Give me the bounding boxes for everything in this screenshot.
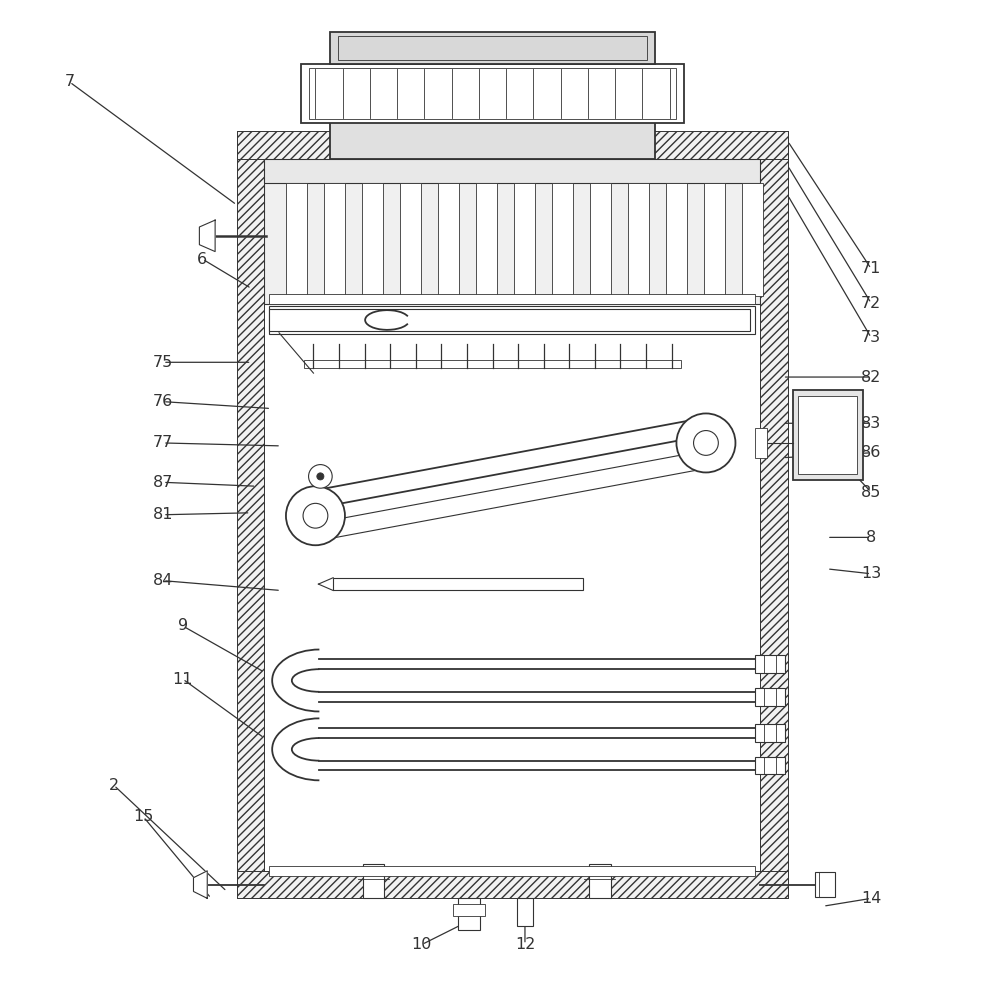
Bar [269,306,755,334]
Bar [400,183,421,296]
Text: 87: 87 [153,475,173,490]
Circle shape [693,431,718,455]
Polygon shape [193,871,207,898]
Text: 15: 15 [133,809,154,824]
Bar [303,360,682,368]
Text: 73: 73 [861,330,882,345]
Bar [755,655,785,673]
Bar [330,119,655,159]
Text: 72: 72 [861,296,882,311]
Circle shape [308,465,332,488]
Bar [362,183,383,296]
Text: 86: 86 [861,445,882,460]
Bar [755,757,785,774]
Bar [453,904,485,916]
Text: 14: 14 [861,891,882,906]
Bar [269,866,755,876]
Text: 76: 76 [153,394,173,409]
Bar [799,396,857,474]
Text: 75: 75 [153,355,173,370]
Bar [743,183,763,296]
Bar [755,724,785,742]
Text: 71: 71 [861,261,882,276]
Bar [628,183,649,296]
Text: 74: 74 [460,35,480,50]
Circle shape [317,473,324,480]
Text: 8: 8 [866,530,877,545]
Text: 77: 77 [153,435,173,450]
Text: 12: 12 [515,937,535,952]
Bar [236,131,264,898]
Text: 83: 83 [861,416,882,431]
Bar [264,159,760,183]
Bar [333,578,583,590]
Bar [269,309,751,331]
Bar [553,183,573,296]
Bar [589,864,611,898]
Bar [330,32,655,64]
Bar [264,159,760,304]
Text: 2: 2 [108,778,119,793]
Bar [755,688,785,706]
Bar [286,183,307,296]
Bar [517,898,533,926]
Bar [269,294,755,304]
Circle shape [677,413,736,472]
Bar [590,183,611,296]
Bar [816,872,835,897]
Text: 6: 6 [197,252,208,267]
Polygon shape [199,220,215,252]
Bar [362,864,384,898]
Circle shape [286,486,345,545]
Text: 9: 9 [177,618,188,633]
Bar [300,64,685,123]
Text: 82: 82 [861,370,882,385]
Text: 81: 81 [153,507,173,522]
Bar [755,428,767,458]
Bar [338,36,647,60]
Bar [760,131,788,898]
Text: 85: 85 [861,485,882,500]
Bar [476,183,497,296]
Bar [514,183,535,296]
Text: 7: 7 [64,74,75,89]
Bar [308,68,677,119]
Text: 11: 11 [172,672,193,687]
Bar [236,871,788,898]
Bar [324,183,345,296]
Bar [438,183,459,296]
Text: 84: 84 [153,573,173,588]
Bar [793,390,863,480]
Circle shape [303,503,328,528]
Bar [666,183,688,296]
Bar [236,131,788,159]
Text: 13: 13 [861,566,882,581]
Bar [264,159,760,871]
Bar [704,183,725,296]
Bar [458,898,480,930]
Text: 10: 10 [412,937,431,952]
